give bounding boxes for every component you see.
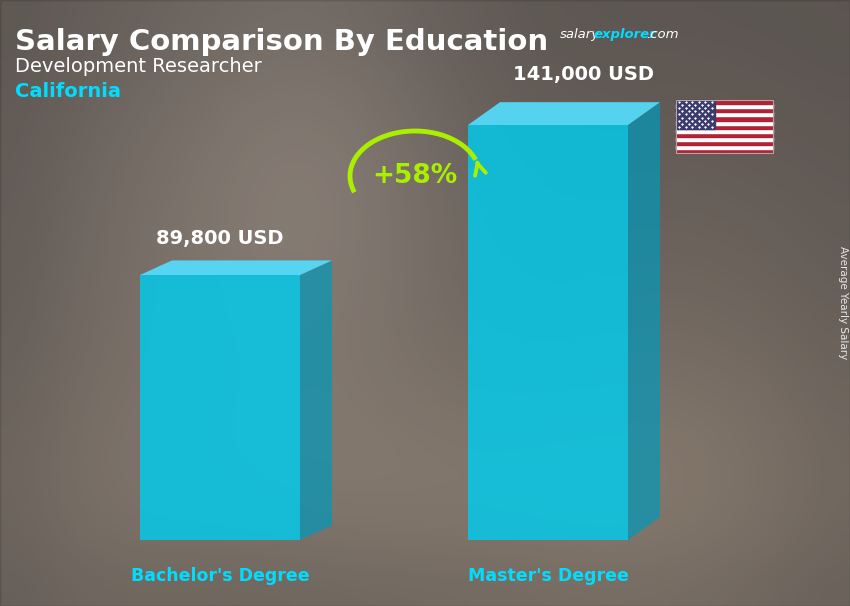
Text: .com: .com — [646, 28, 678, 41]
Bar — [676, 100, 715, 128]
Bar — [676, 100, 774, 153]
Bar — [676, 137, 774, 141]
Bar — [676, 133, 774, 137]
Text: salary: salary — [560, 28, 600, 41]
Bar — [676, 104, 774, 108]
Text: Bachelor's Degree: Bachelor's Degree — [131, 567, 309, 585]
Text: Average Yearly Salary: Average Yearly Salary — [838, 247, 848, 359]
Bar — [676, 108, 774, 112]
Polygon shape — [468, 102, 660, 125]
Bar — [676, 128, 774, 133]
Polygon shape — [140, 275, 300, 540]
Text: 141,000 USD: 141,000 USD — [513, 65, 654, 84]
Text: explorer: explorer — [594, 28, 656, 41]
Text: Salary Comparison By Education: Salary Comparison By Education — [15, 28, 548, 56]
Text: 89,800 USD: 89,800 USD — [156, 230, 284, 248]
Text: +58%: +58% — [372, 163, 457, 189]
Text: Master's Degree: Master's Degree — [468, 567, 628, 585]
Polygon shape — [628, 102, 660, 540]
Polygon shape — [140, 261, 332, 275]
Bar — [676, 145, 774, 149]
Bar — [676, 116, 774, 121]
Bar — [676, 141, 774, 145]
Polygon shape — [468, 125, 628, 540]
Text: California: California — [15, 82, 121, 101]
Bar — [676, 100, 774, 104]
Bar — [676, 125, 774, 128]
Bar — [676, 121, 774, 125]
Bar — [676, 112, 774, 116]
Text: Development Researcher: Development Researcher — [15, 57, 262, 76]
Bar — [676, 149, 774, 153]
Polygon shape — [300, 261, 332, 540]
